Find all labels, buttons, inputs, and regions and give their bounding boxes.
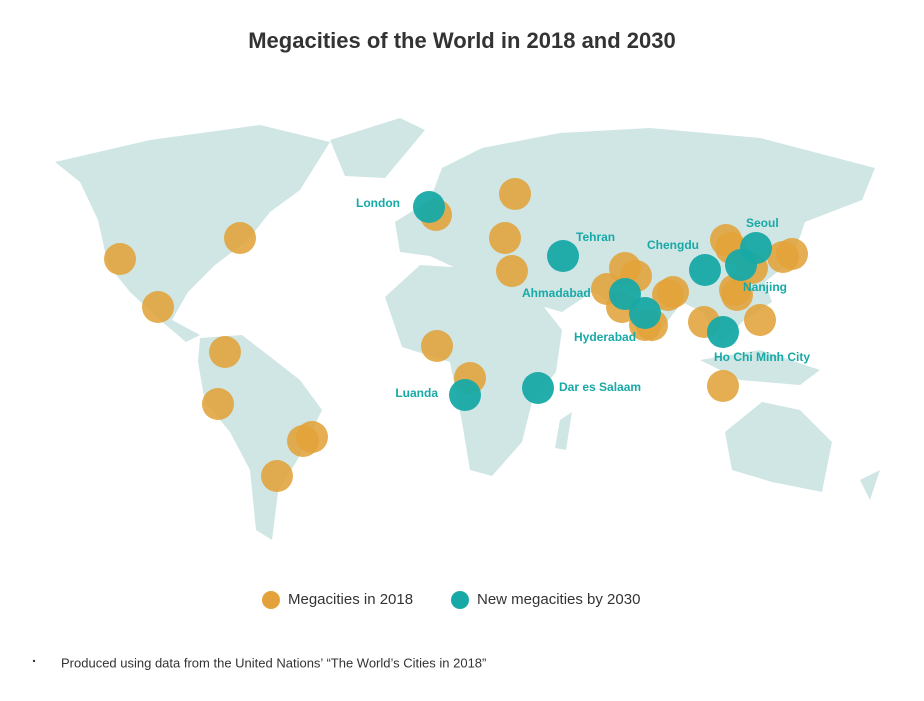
footnote-bullet <box>32 659 36 663</box>
city-label: London <box>356 196 400 210</box>
footnote: Produced using data from the United Nati… <box>61 655 486 670</box>
megacity-2030 <box>522 372 554 404</box>
legend: Megacities in 2018 New megacities by 2030 <box>262 591 640 609</box>
city-label: Hyderabad <box>574 330 636 344</box>
legend-label: New megacities by 2030 <box>477 591 640 608</box>
megacity-2018 <box>744 304 776 336</box>
city-labels: London Tehran Chengdu Seoul Nanjing Ahmadabad… <box>356 196 810 400</box>
megacity-2018 <box>707 370 739 402</box>
city-label: Seoul <box>746 216 779 230</box>
megacity-2030 <box>609 278 641 310</box>
megacity-2030 <box>707 316 739 348</box>
megacity-2018 <box>224 222 256 254</box>
megacity-2030 <box>725 249 757 281</box>
megacity-2018 <box>721 279 753 311</box>
greenland <box>330 118 425 178</box>
megacity-2018 <box>776 238 808 270</box>
legend-label: Megacities in 2018 <box>288 591 413 608</box>
megacity-2018 <box>209 336 241 368</box>
north-america <box>55 125 330 342</box>
legend-swatch <box>451 591 469 609</box>
megacity-2030 <box>413 191 445 223</box>
megacity-2018 <box>657 276 689 308</box>
megacity-2018 <box>496 255 528 287</box>
megacity-2018 <box>296 421 328 453</box>
city-label: Nanjing <box>743 280 787 294</box>
australia <box>725 402 832 492</box>
city-label: Chengdu <box>647 238 699 252</box>
megacity-2030 <box>449 379 481 411</box>
megacity-2030 <box>689 254 721 286</box>
city-label: Tehran <box>576 230 615 244</box>
megacity-2018 <box>499 178 531 210</box>
megacity-2018 <box>104 243 136 275</box>
south-america <box>198 335 322 540</box>
megacity-2030 <box>629 297 661 329</box>
megacity-2018 <box>202 388 234 420</box>
city-label: Dar es Salaam <box>559 380 641 394</box>
megacity-2018 <box>489 222 521 254</box>
city-label: Ahmadabad <box>522 286 591 300</box>
megacity-2018 <box>261 460 293 492</box>
map-title: Megacities of the World in 2018 and 2030 <box>248 28 676 53</box>
city-label: Luanda <box>395 386 438 400</box>
megacity-2030 <box>547 240 579 272</box>
megacity-2018 <box>421 330 453 362</box>
city-label: Ho Chi Minh City <box>714 350 810 364</box>
megacity-2018 <box>142 291 174 323</box>
city-markers <box>104 178 808 492</box>
legend-swatch <box>262 591 280 609</box>
